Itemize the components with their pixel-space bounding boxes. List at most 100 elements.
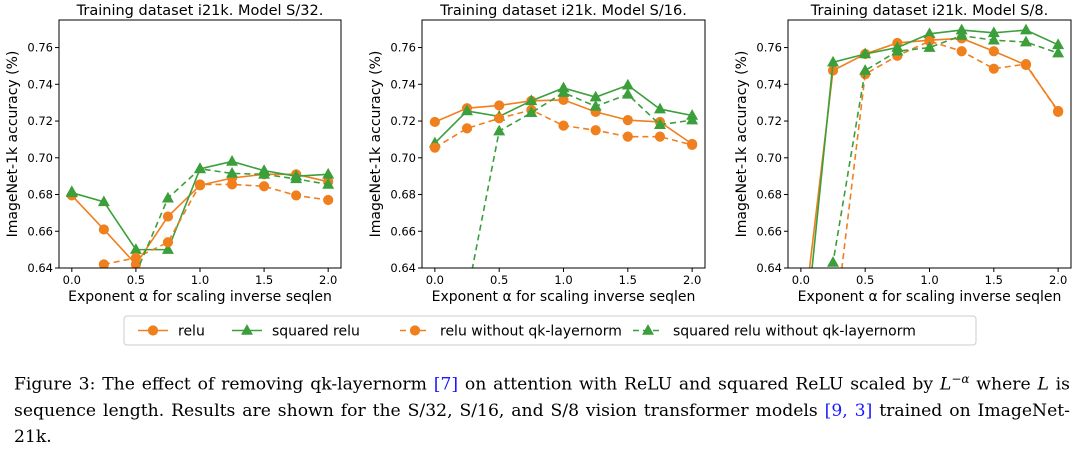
chart-panel-1: Training dataset i21k. Model S/32. 0.0 0.5… — [5, 3, 342, 305]
x-tick-label: 1.5 — [985, 273, 1003, 287]
x-tick-label: 0.0 — [426, 273, 444, 287]
y-tick-label: 0.76 — [390, 41, 416, 55]
caption-suffix: trained on ImageNet-21k. — [14, 400, 1070, 447]
y-tick-label: 0.76 — [27, 41, 53, 55]
y-axis-label: ImageNet-1k accuracy (%) — [5, 51, 21, 238]
figure-caption: Figure 3: The effect of removing qk-laye… — [14, 366, 1070, 450]
data-point — [98, 224, 109, 235]
y-tick-label: 0.68 — [756, 188, 782, 202]
data-point — [290, 172, 303, 184]
legend-item: relu without qk-layernorm — [400, 324, 622, 340]
data-point — [494, 100, 505, 111]
chart-panel-3: Training dataset i21k. Model S/8. 0.0 0.5 1… — [734, 3, 1072, 305]
caption-text: is sequence length. Results are shown fo… — [14, 374, 1070, 421]
caption-text: where — [969, 374, 1038, 395]
series-squared-relu-without-qk-layernorm — [471, 86, 699, 268]
data-point — [988, 63, 999, 74]
y-tick-label: 0.70 — [27, 151, 53, 165]
series-squared-relu-without-qk-layernorm — [827, 29, 1065, 268]
data-point — [621, 87, 634, 99]
data-point — [956, 46, 967, 57]
data-point — [827, 55, 840, 67]
x-tick-label: 0.5 — [127, 273, 145, 287]
data-point — [162, 237, 174, 248]
data-point — [161, 191, 174, 203]
series-squared-relu-without-qk-layernorm — [65, 162, 335, 268]
series-relu-without-qk-layernorm — [98, 179, 334, 268]
data-point — [687, 139, 698, 151]
y-tick-label: 0.74 — [27, 77, 53, 91]
data-point — [859, 64, 872, 75]
legend-label: relu — [178, 324, 205, 340]
figure-charts: Training dataset i21k. Model S/32. 0.0 0.5… — [5, 3, 1072, 346]
data-point — [161, 243, 174, 254]
x-tick-label: 2.0 — [1049, 273, 1067, 287]
math-symbol: L — [939, 374, 952, 395]
data-point — [429, 116, 440, 128]
data-point — [130, 252, 142, 263]
y-tick-label: 0.76 — [756, 41, 782, 55]
plot-area — [65, 155, 335, 268]
series-line — [103, 183, 329, 266]
data-point — [98, 259, 109, 268]
x-tick-label: 0.0 — [63, 273, 81, 287]
x-tick-label: 1.0 — [554, 273, 572, 287]
math-symbol: L — [1037, 374, 1049, 395]
data-point — [987, 33, 1000, 45]
legend-circle-marker — [409, 325, 421, 336]
math-exponent: −α — [951, 372, 970, 386]
data-point — [525, 106, 538, 118]
plot-area — [428, 78, 699, 268]
data-point — [461, 104, 474, 116]
y-tick-label: 0.72 — [756, 114, 782, 128]
data-point — [226, 155, 239, 166]
y-tick-label: 0.64 — [390, 261, 416, 275]
y-tick-label: 0.66 — [756, 224, 782, 238]
data-point — [429, 142, 440, 153]
data-point — [323, 194, 334, 206]
y-tick-label: 0.72 — [390, 114, 416, 128]
legend-box — [123, 315, 977, 346]
data-point — [525, 94, 538, 106]
y-tick-label: 0.64 — [756, 261, 782, 275]
data-point — [194, 179, 206, 190]
plot-area — [808, 23, 1065, 268]
chart-title: Training dataset i21k. Model S/8. — [810, 3, 1048, 19]
data-point — [494, 113, 505, 124]
data-point — [557, 86, 570, 97]
data-point — [97, 195, 110, 207]
y-tick-label: 0.68 — [390, 188, 416, 202]
series-line — [827, 34, 1059, 268]
legend-label: squared relu without qk-layernorm — [673, 324, 916, 340]
data-point — [1019, 35, 1032, 47]
y-tick-label: 0.68 — [27, 188, 53, 202]
chart-legend: relu squared relu relu without qk-layernor… — [123, 315, 977, 346]
y-axis-label: ImageNet-1k accuracy (%) — [734, 51, 750, 238]
x-tick-label: 2.0 — [319, 273, 337, 287]
legend-label: squared relu — [272, 324, 360, 340]
chart-panel-2: Training dataset i21k. Model S/16. 0.0 0.5… — [368, 3, 706, 305]
data-point — [622, 131, 633, 142]
citation-link[interactable]: [7] — [433, 374, 459, 395]
data-point — [621, 78, 634, 90]
caption-prefix: Figure 3: The effect of removing qk-laye… — [14, 374, 434, 395]
x-tick-label: 1.5 — [619, 273, 637, 287]
legend-triangle-marker — [241, 324, 253, 335]
legend-item: squared relu without qk-layernorm — [633, 324, 916, 340]
data-point — [65, 185, 78, 197]
data-point — [653, 102, 666, 114]
data-point — [923, 41, 936, 52]
data-point — [590, 125, 601, 136]
x-tick-label: 2.0 — [683, 273, 701, 287]
data-point — [226, 166, 239, 178]
citation-link[interactable]: [9, 3] — [824, 400, 873, 421]
data-point — [653, 118, 666, 129]
data-point — [1020, 58, 1032, 70]
plot-frame — [58, 19, 342, 269]
x-tick-label: 0.5 — [490, 273, 508, 287]
data-point — [686, 113, 699, 125]
x-axis-label: Exponent α for scaling inverse seqlen — [798, 289, 1062, 305]
y-tick-label: 0.66 — [27, 224, 53, 238]
data-point — [654, 131, 666, 142]
data-point — [558, 120, 569, 131]
